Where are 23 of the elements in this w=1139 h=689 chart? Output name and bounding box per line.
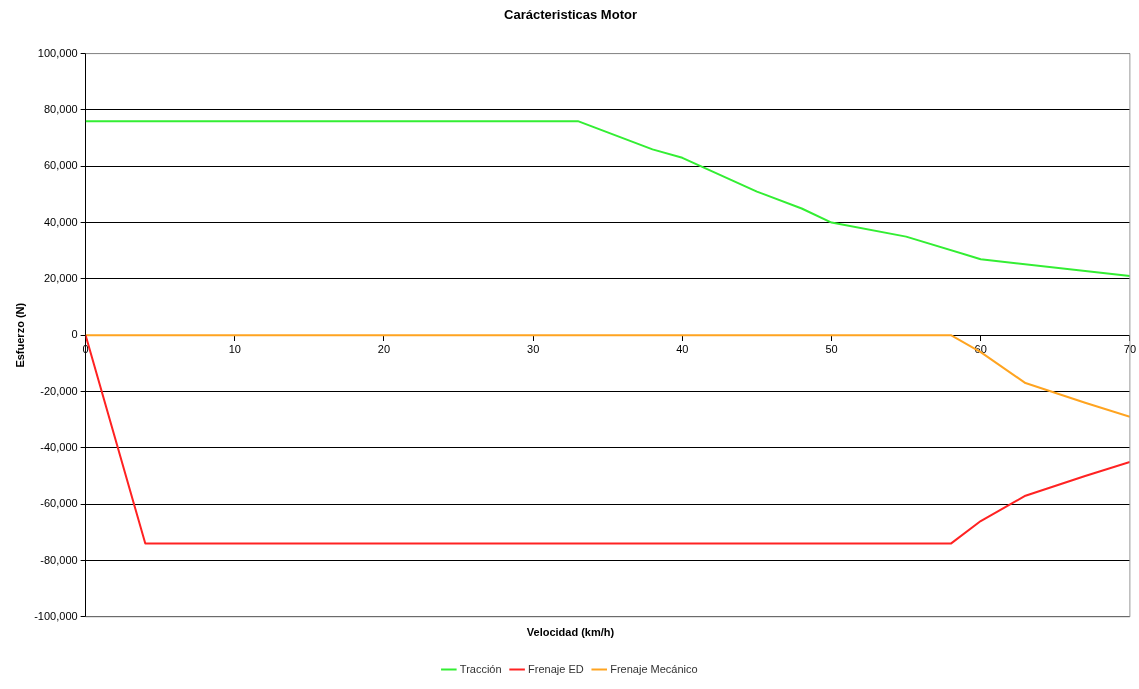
- y-tick-label: 100,000: [37, 46, 78, 59]
- y-tick-label: -80,000: [40, 553, 78, 566]
- legend-label: Frenaje ED: [528, 662, 584, 675]
- y-tick-label: -60,000: [40, 497, 78, 510]
- y-axis-title: Esfuerzo (N): [13, 302, 26, 368]
- y-tick-label: -20,000: [40, 384, 78, 397]
- x-tick-label: 70: [1123, 342, 1137, 355]
- y-tick-label: 0: [71, 328, 78, 341]
- x-tick-label: 10: [228, 342, 241, 355]
- x-axis-title: Velocidad (km/h): [526, 626, 615, 639]
- x-tick-label: 50: [825, 342, 838, 355]
- y-tick-label: 40,000: [43, 215, 78, 228]
- y-tick-label: 20,000: [43, 271, 78, 284]
- legend-label: Frenaje Mecánico: [610, 662, 698, 675]
- y-tick-label: 80,000: [43, 102, 78, 115]
- y-tick-label: -100,000: [34, 609, 78, 622]
- chart-title: Carácteristicas Motor: [504, 7, 637, 23]
- x-tick-label: 20: [377, 342, 391, 355]
- y-tick-label: 60,000: [43, 159, 78, 172]
- y-tick-label: -40,000: [40, 440, 78, 453]
- legend-label: Tracción: [459, 662, 502, 675]
- x-tick-label: 40: [676, 342, 689, 355]
- x-tick-label: 30: [527, 342, 540, 355]
